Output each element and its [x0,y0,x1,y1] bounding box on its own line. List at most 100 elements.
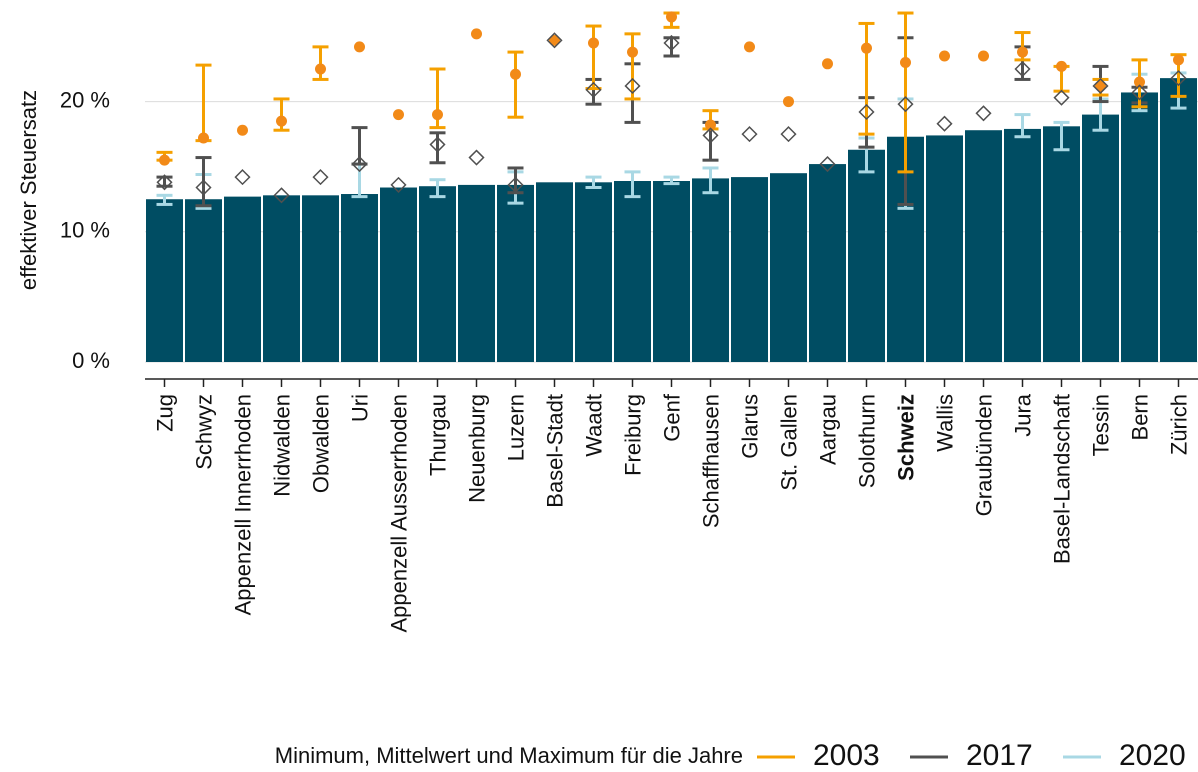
mean-diamond [507,176,524,193]
bar [224,196,261,362]
x-tick-label: Bern [1128,394,1153,440]
x-tick-label: Freiburg [621,394,646,476]
x-tick-label: Zug [153,394,178,432]
x-tick-label: Wallis [933,394,958,452]
mean-dot [666,11,677,23]
bar [497,184,534,362]
x-tick-label: Glarus [738,394,763,459]
x-tick-label: Thurgau [426,394,451,476]
mean-dot [939,50,950,62]
x-tick-label: Luzern [504,394,529,461]
mean-diamond [195,179,212,196]
mean-dot [237,124,248,136]
mean-dot [783,96,794,108]
x-tick-label: Obwalden [309,394,334,493]
x-tick-label: St. Gallen [777,394,802,491]
mean-diamond [429,136,446,153]
x-tick-label: Aargau [816,394,841,465]
mean-diamond [1053,89,1070,106]
mean-diamond [273,187,290,204]
x-tick-label: Zürich [1167,394,1192,455]
mean-diamond [312,169,329,186]
mean-diamond [780,126,797,143]
bar [185,199,222,362]
x-tick-label: Appenzell Innerrhoden [231,394,256,615]
mean-diamond [546,32,563,49]
y-tick-label: 0 % [72,348,110,373]
mean-diamond [858,103,875,121]
x-tick-label: Schweiz [894,394,919,481]
bar [263,195,300,362]
mean-dot [315,63,326,75]
mean-dot [159,154,170,166]
mean-dot [432,109,443,121]
mean-diamond [1131,84,1148,101]
mean-dot [705,119,716,131]
mean-diamond [1014,60,1031,78]
y-tick-label: 20 % [60,87,110,112]
bar [146,199,183,362]
mean-dot [549,34,560,46]
mean-dot [354,41,365,53]
mean-diamond [1170,70,1187,87]
bar [848,149,885,362]
y-tick-label: 10 % [60,218,110,243]
mean-dot [510,68,521,80]
mean-dot [1095,80,1106,92]
x-tick-label: Appenzell Ausserrhoden [387,394,412,633]
mean-diamond [975,105,992,122]
mean-diamond [663,34,680,52]
mean-dot [978,50,989,62]
bar [458,184,495,362]
bar [1121,92,1158,362]
bar [575,182,612,362]
x-tick-label: Basel-Landschaft [1050,394,1075,564]
bar [692,178,729,362]
bar [536,182,573,362]
mean-diamond [1092,77,1109,95]
bar [419,186,456,362]
x-tick-label: Schwyz [192,394,217,470]
mean-dot [588,37,599,49]
bar [1004,128,1041,362]
mean-dot [900,57,911,69]
mean-diamond [936,115,953,132]
mean-dot [627,46,638,58]
mean-dot [198,132,209,144]
x-tick-label: Genf [660,393,685,442]
y-axis-label: effektiver Steuersatz [16,90,41,290]
bar [341,194,378,362]
mean-diamond [468,149,485,166]
bar [809,164,846,362]
bar [770,173,807,362]
bar [614,181,651,362]
bar [1082,114,1119,362]
x-tick-label: Uri [348,394,373,422]
mean-dot [276,115,287,127]
mean-dot [1134,76,1145,88]
mean-diamond [156,174,173,191]
mean-diamond [624,77,641,95]
bar [653,181,690,362]
x-tick-label: Basel-Stadt [543,394,568,508]
mean-diamond [897,96,914,113]
mean-dot [1017,46,1028,58]
legend-label: 2017 [966,739,1033,772]
mean-diamond [585,81,602,98]
mean-diamond [702,127,719,144]
mean-diamond [819,156,836,173]
mean-dot [861,42,872,54]
x-tick-label: Nidwalden [270,394,295,497]
x-tick-label: Waadt [582,394,607,457]
x-tick-label: Jura [1011,393,1036,437]
legend-label: 2020 [1119,739,1186,772]
mean-dot [471,28,482,40]
bar [380,187,417,362]
mean-diamond [741,126,758,143]
mean-diamond [390,176,407,193]
mean-dot [393,109,404,121]
x-tick-label: Schaffhausen [699,394,724,528]
bar [1043,126,1080,362]
mean-dot [1056,60,1067,72]
